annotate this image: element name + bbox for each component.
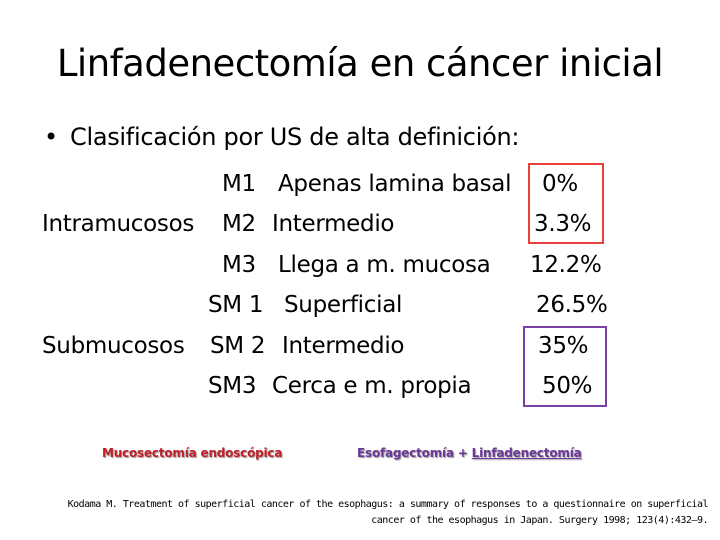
row-code: M1 bbox=[222, 171, 256, 197]
slide-title: Linfadenectomía en cáncer inicial bbox=[56, 42, 664, 85]
row-description: Intermedio bbox=[272, 211, 395, 237]
esophagectomy-label: Esofagectomía bbox=[357, 446, 454, 460]
mucosectomy-note: Mucosectomía endoscópica bbox=[102, 446, 283, 460]
row-percentage: 35% bbox=[538, 333, 589, 359]
row-code: M3 bbox=[222, 252, 256, 278]
row-description: Apenas lamina basal bbox=[278, 171, 512, 197]
citation-line-1: Kodama M. Treatment of superficial cance… bbox=[67, 499, 709, 510]
group-label-intramucosos: Intramucosos bbox=[42, 211, 195, 237]
row-percentage: 26.5% bbox=[536, 292, 608, 318]
row-percentage: 0% bbox=[542, 171, 578, 197]
group-label-submucosos: Submucosos bbox=[42, 333, 185, 359]
row-percentage: 50% bbox=[542, 373, 593, 399]
red-highlight-box bbox=[528, 163, 604, 244]
row-code: SM 2 bbox=[210, 333, 266, 359]
bullet-line: • Clasificación por US de alta definición… bbox=[44, 123, 519, 151]
citation-line-2: cancer of the esophagus in Japan. Surger… bbox=[371, 515, 708, 526]
purple-highlight-box bbox=[523, 326, 607, 407]
row-code: SM 1 bbox=[208, 292, 264, 318]
row-description: Intermedio bbox=[282, 333, 405, 359]
row-percentage: 12.2% bbox=[530, 252, 602, 278]
row-code: SM3 bbox=[208, 373, 257, 399]
plus-sign: + bbox=[457, 446, 468, 460]
citation: Kodama M. Treatment of superficial cance… bbox=[67, 497, 709, 529]
surgery-note: Esofagectomía + Linfadenectomía bbox=[357, 446, 582, 460]
row-description: Llega a m. mucosa bbox=[278, 252, 491, 278]
lymphadenectomy-label: Linfadenectomía bbox=[471, 446, 582, 460]
row-code: M2 bbox=[222, 211, 256, 237]
bullet-icon: • bbox=[44, 123, 58, 151]
row-percentage: 3.3% bbox=[534, 211, 592, 237]
row-description: Cerca e m. propia bbox=[272, 373, 472, 399]
bullet-text: Clasificación por US de alta definición: bbox=[70, 123, 520, 151]
row-description: Superficial bbox=[284, 292, 403, 318]
